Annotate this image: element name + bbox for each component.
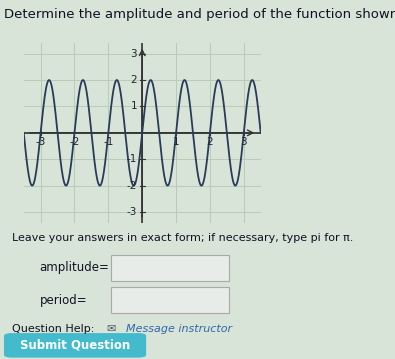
FancyBboxPatch shape <box>4 333 146 358</box>
Text: Submit Question: Submit Question <box>20 339 130 352</box>
Text: -2: -2 <box>69 137 80 147</box>
Text: Determine the amplitude and period of the function shown in this graph:: Determine the amplitude and period of th… <box>4 8 395 21</box>
FancyBboxPatch shape <box>111 255 229 281</box>
Text: Leave your answers in exact form; if necessary, type pi for π.: Leave your answers in exact form; if nec… <box>12 233 353 243</box>
Text: -2: -2 <box>127 181 137 191</box>
Text: Question Help:: Question Help: <box>12 324 94 334</box>
Text: -1: -1 <box>103 137 113 147</box>
Text: -3: -3 <box>36 137 46 147</box>
Text: -1: -1 <box>127 154 137 164</box>
Text: -3: -3 <box>127 207 137 217</box>
FancyBboxPatch shape <box>111 288 229 313</box>
Text: Message instructor: Message instructor <box>126 324 233 334</box>
Text: period=: period= <box>40 294 87 307</box>
Text: amplitude=: amplitude= <box>40 261 109 274</box>
Text: 1: 1 <box>173 137 179 147</box>
Text: 1: 1 <box>130 102 137 111</box>
Text: ✉: ✉ <box>107 324 116 334</box>
Text: 2: 2 <box>207 137 213 147</box>
Text: 2: 2 <box>130 75 137 85</box>
Text: 3: 3 <box>130 48 137 59</box>
Text: 3: 3 <box>241 137 247 147</box>
